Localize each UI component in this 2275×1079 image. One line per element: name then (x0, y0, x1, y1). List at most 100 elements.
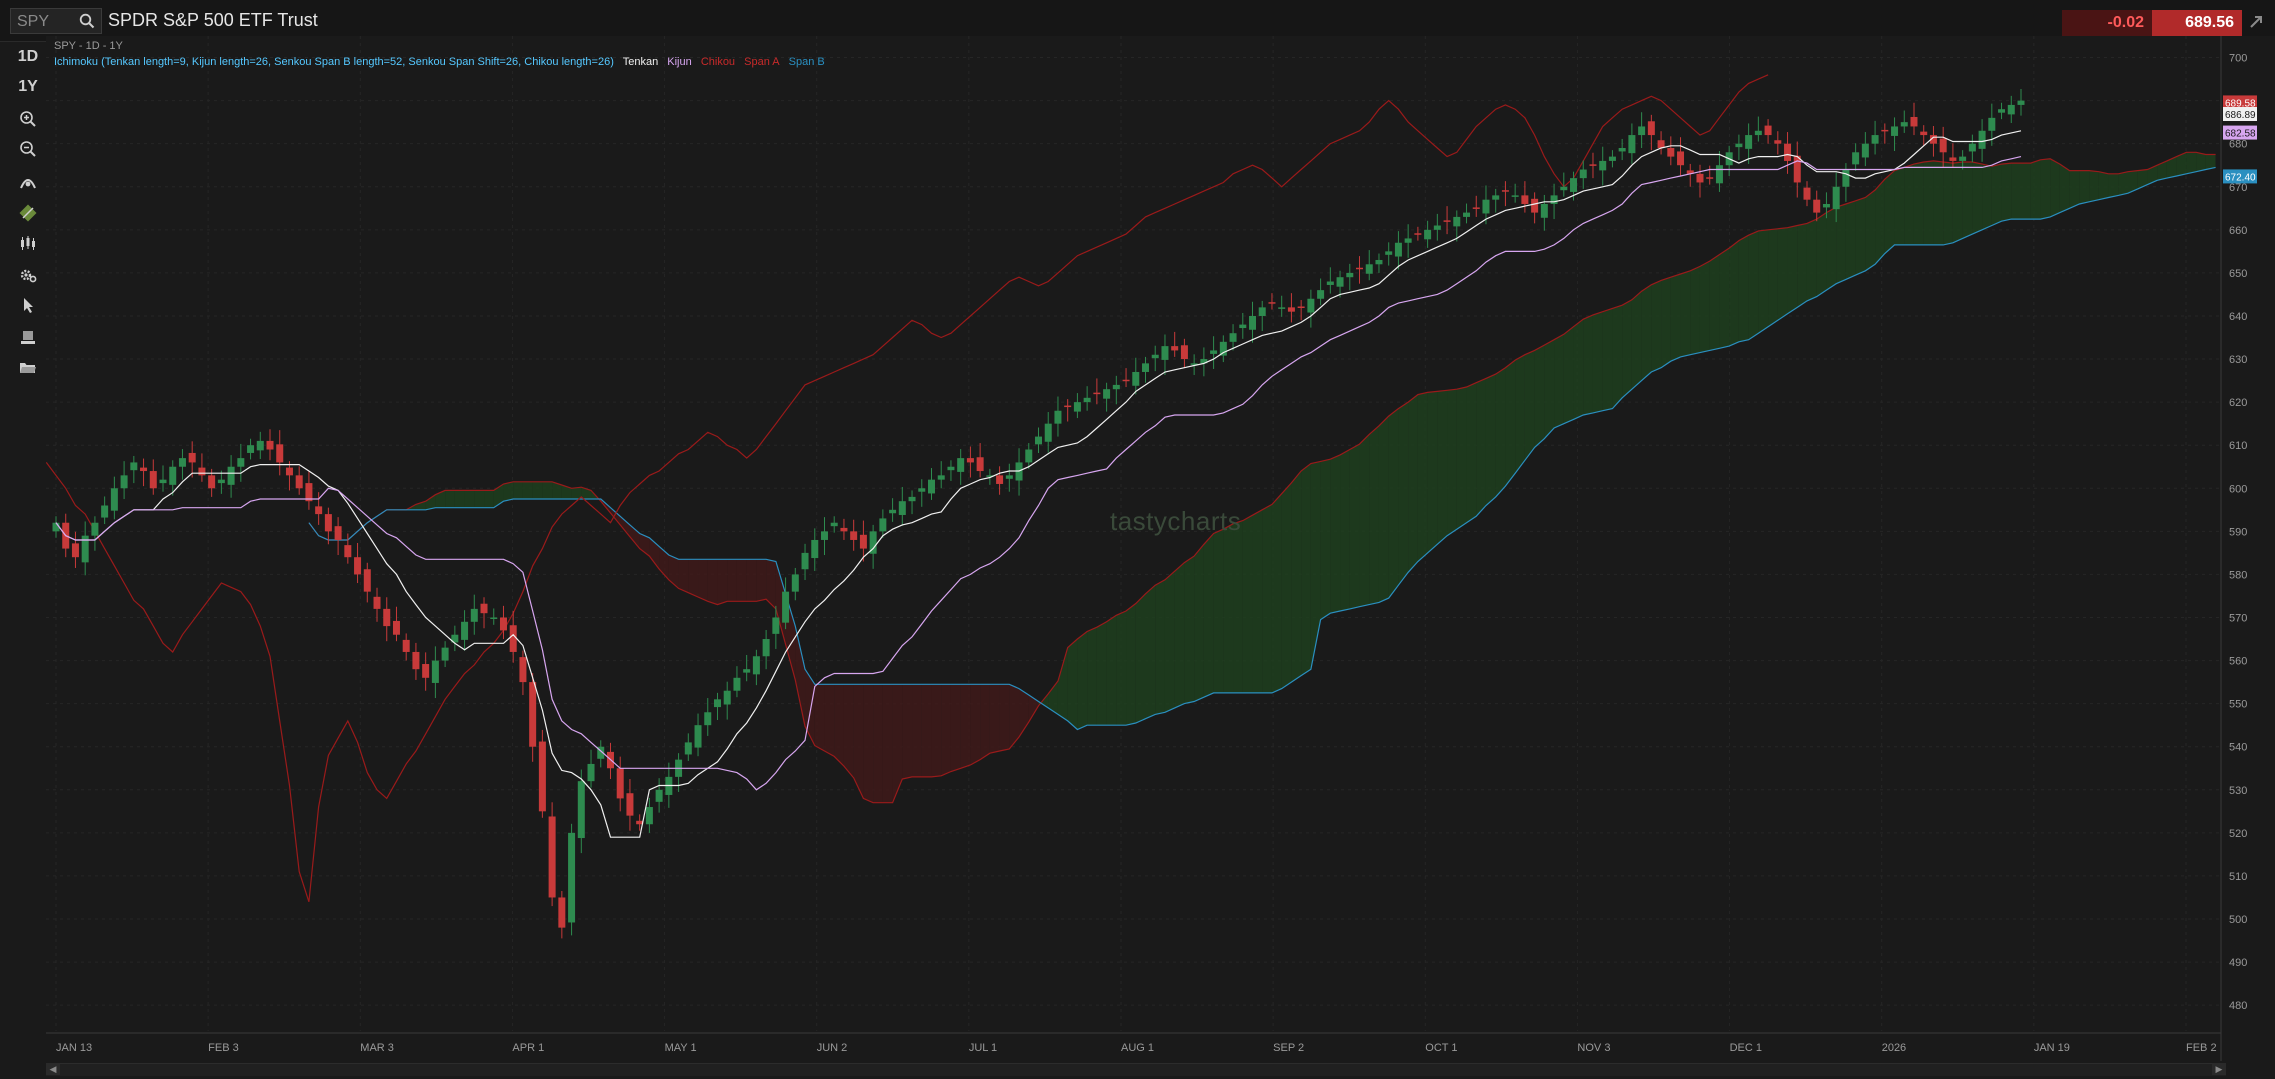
ichimoku-cloud-segment (1738, 235, 1749, 342)
candle-body (1219, 341, 1227, 356)
candle-body (1560, 186, 1568, 191)
candle-body (558, 897, 566, 928)
ichimoku-cloud-segment (2001, 163, 2012, 222)
ichimoku-cloud-segment (1699, 261, 1710, 353)
candle-body (1103, 389, 1111, 399)
search-icon[interactable] (79, 13, 95, 29)
layout-button[interactable] (12, 324, 44, 350)
ichimoku-cloud-segment (1729, 240, 1739, 347)
ichimoku-cloud-segment (2050, 158, 2060, 217)
expand-icon[interactable] (2248, 14, 2264, 30)
candle-body (392, 620, 400, 635)
y-tick-label: 560 (2229, 656, 2247, 668)
candle-body (1365, 264, 1373, 274)
ichimoku-cloud-segment (1495, 367, 1506, 497)
ichimoku-cloud-segment (2011, 163, 2021, 220)
candle-body (1278, 307, 1286, 309)
y-tick-label: 700 (2229, 53, 2247, 65)
zoom-in-button[interactable] (12, 106, 44, 132)
range-1y-button[interactable]: 1Y (18, 78, 38, 95)
candle-body (1356, 267, 1364, 270)
candle-body (1959, 156, 1967, 161)
legend-kijun: Kijun (667, 56, 692, 68)
interval-1d-button[interactable]: 1D (17, 48, 39, 65)
price-chart[interactable]: 480 490 500 510 520 530 540 550 560 570 580 590 600 6… (46, 36, 2275, 1079)
ichimoku-cloud-segment (1787, 225, 1798, 314)
candle-body (1861, 143, 1869, 158)
folder-icon (20, 363, 36, 373)
candle-body (1083, 397, 1091, 403)
ichimoku-cloud-segment (1709, 254, 1720, 351)
y-tick-label: 520 (2229, 828, 2247, 840)
candle-body (1822, 203, 1830, 208)
ichimoku-cloud-segment (1515, 354, 1525, 474)
ichimoku-cloud-segment (1155, 579, 1165, 715)
ichimoku-cloud-segment (1485, 374, 1496, 506)
y-tick-label: 540 (2229, 742, 2247, 754)
ichimoku-cloud-segment (999, 684, 1010, 752)
zoom-out-button[interactable] (12, 136, 44, 162)
candle-body (898, 501, 906, 515)
ichimoku-cloud-segment (912, 684, 922, 777)
ichimoku-cloud-segment (980, 684, 990, 760)
candle-body (1453, 216, 1461, 227)
price-tag-label: 686.89 (2225, 110, 2256, 121)
scroll-left-icon[interactable]: ◀ (46, 1063, 60, 1075)
candle-body (1784, 143, 1792, 161)
candle-body (1803, 187, 1811, 200)
ichimoku-cloud-segment (571, 487, 582, 500)
y-tick-label: 650 (2229, 268, 2247, 280)
cursor-icon (24, 298, 33, 313)
candle-body (169, 466, 177, 485)
candle-body (1929, 135, 1937, 144)
ichimoku-cloud-segment (1972, 161, 1983, 235)
candle-body (422, 664, 430, 678)
symbol-search-box[interactable] (10, 8, 102, 34)
candle-body (1939, 138, 1947, 153)
candle-body (227, 466, 235, 485)
candle-body (1035, 436, 1042, 445)
ichimoku-cloud-segment (2030, 159, 2041, 220)
candle-body (840, 527, 848, 532)
drawing-tools-button[interactable] (12, 200, 44, 226)
candle-body (470, 608, 478, 622)
candle-body (723, 690, 731, 705)
ichimoku-cloud-segment (1962, 161, 1973, 239)
candle-body (198, 467, 206, 476)
scroll-right-icon[interactable]: ▶ (2212, 1063, 2226, 1075)
ichimoku-cloud-segment (1194, 544, 1204, 702)
ichimoku-cloud-segment (1641, 284, 1652, 381)
net-change: -0.02 (2062, 10, 2152, 36)
candle-body (636, 820, 644, 825)
chart-style-button[interactable] (12, 230, 44, 256)
horizontal-scrollbar[interactable] (46, 1063, 2226, 1076)
candle-body (363, 569, 371, 592)
settings-button[interactable] (12, 262, 44, 288)
x-tick-label: JUL 1 (969, 1042, 997, 1054)
candle-body (431, 660, 439, 683)
ichimoku-cloud-segment (1777, 227, 1788, 321)
candle-body (762, 639, 770, 657)
ichimoku-cloud-segment (1067, 639, 1078, 730)
candle-body (315, 506, 323, 515)
ichimoku-cloud-segment (1758, 229, 1769, 334)
chart-area[interactable]: 480 490 500 510 520 530 540 550 560 570 580 590 600 6… (46, 36, 2275, 1079)
open-folder-button[interactable] (12, 354, 44, 380)
x-tick-label: AUG 1 (1121, 1042, 1154, 1054)
ichimoku-cloud-segment (1913, 161, 1924, 245)
candle-body (713, 699, 721, 708)
studies-button[interactable] (12, 170, 44, 196)
cursor-button[interactable] (12, 292, 44, 318)
ichimoku-cloud-segment (474, 490, 485, 508)
candle-body (1608, 156, 1616, 161)
y-tick-label: 670 (2229, 182, 2247, 194)
symbol-input[interactable] (15, 11, 79, 33)
candle-body (859, 534, 867, 549)
ichimoku-cloud-segment (2176, 152, 2187, 176)
candle-body (247, 445, 255, 453)
candle-body (52, 522, 60, 532)
ichimoku-cloud-segment (921, 684, 932, 777)
candle-body (441, 647, 449, 661)
ichimoku-cloud-segment (1398, 402, 1409, 586)
ichimoku-cloud-segment (1417, 392, 1428, 562)
